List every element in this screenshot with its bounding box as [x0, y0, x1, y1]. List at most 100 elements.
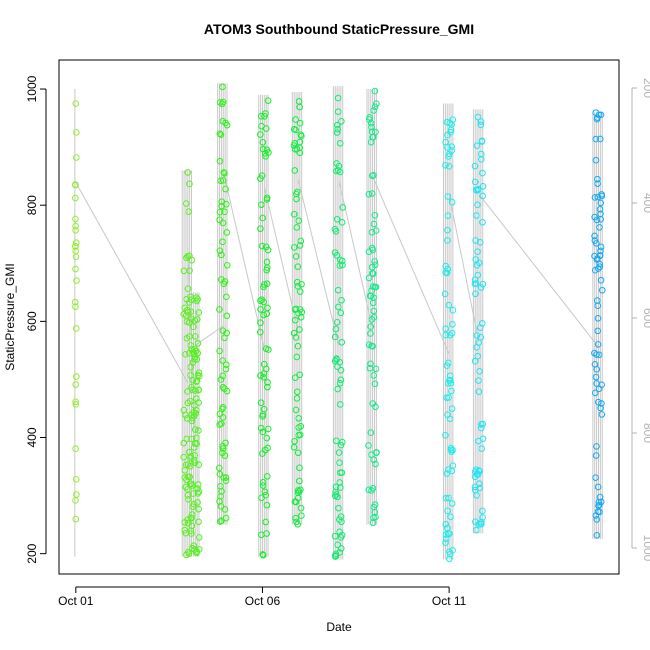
data-point — [446, 530, 453, 538]
data-point — [369, 400, 377, 407]
data-point — [72, 253, 80, 261]
data-point — [72, 401, 80, 408]
data-point — [220, 169, 228, 176]
data-point — [188, 514, 195, 522]
data-point — [180, 453, 188, 461]
data-point — [292, 126, 300, 134]
data-point — [336, 140, 344, 147]
data-point — [449, 446, 456, 454]
data-point — [474, 201, 481, 209]
data-point — [260, 360, 268, 368]
data-point — [477, 121, 485, 129]
data-point — [442, 331, 450, 339]
data-point — [479, 218, 486, 226]
data-point — [296, 119, 304, 127]
data-point — [449, 306, 457, 314]
data-point — [222, 477, 230, 485]
data-point — [257, 131, 264, 138]
data-point — [370, 503, 378, 511]
data-point — [446, 331, 454, 339]
data-point — [446, 415, 454, 423]
data-point — [72, 497, 79, 504]
data-point — [293, 188, 301, 196]
data-point — [262, 152, 269, 160]
data-point — [259, 214, 266, 222]
data-point — [332, 488, 339, 496]
data-point — [295, 414, 302, 422]
data-point — [72, 247, 79, 255]
data-point — [192, 410, 199, 417]
data-point — [592, 156, 600, 164]
data-point — [338, 438, 346, 446]
data-point — [263, 530, 270, 537]
data-point — [263, 501, 271, 509]
data-point — [263, 472, 271, 480]
data-point — [263, 280, 271, 287]
data-point — [471, 483, 479, 491]
data-point — [372, 513, 379, 521]
data-point — [293, 195, 300, 203]
data-point — [475, 388, 483, 395]
data-point — [365, 274, 373, 282]
data-point — [367, 360, 374, 368]
data-point — [365, 116, 373, 123]
data-point — [372, 227, 380, 234]
data-point — [184, 388, 191, 395]
data-point — [366, 292, 374, 300]
data-point — [190, 490, 197, 497]
data-point — [72, 194, 79, 202]
transit-line — [372, 175, 450, 355]
data-point — [442, 325, 450, 333]
data-point — [449, 320, 456, 328]
data-point — [372, 365, 380, 373]
data-point — [257, 306, 264, 313]
data-point — [222, 365, 230, 373]
data-point — [447, 379, 455, 387]
data-point — [477, 424, 485, 432]
data-point — [597, 135, 604, 143]
data-point — [598, 286, 606, 294]
data-point — [332, 325, 340, 333]
data-point — [72, 227, 79, 234]
data-point — [256, 328, 264, 336]
data-point — [335, 504, 342, 512]
data-point — [447, 444, 455, 452]
data-point — [182, 411, 189, 419]
transit-line — [222, 171, 265, 349]
data-point — [186, 473, 194, 481]
data-point — [371, 261, 379, 269]
data-point — [441, 290, 449, 298]
data-point — [258, 201, 265, 209]
data-point — [476, 368, 483, 375]
chart-title: ATOM3 Southbound StaticPressure_GMI — [204, 21, 474, 37]
data-point — [260, 283, 267, 291]
data-point — [473, 526, 480, 534]
data-point — [478, 320, 486, 327]
data-point — [294, 388, 301, 396]
data-point — [181, 466, 189, 474]
data-point — [336, 262, 344, 269]
data-point — [334, 286, 342, 294]
data-point — [184, 169, 192, 176]
data-point — [448, 387, 455, 395]
data-point — [336, 459, 343, 467]
data-point — [291, 139, 299, 147]
data-point — [257, 319, 264, 327]
data-point — [73, 129, 80, 136]
data-point — [294, 489, 302, 497]
data-point — [257, 297, 264, 305]
data-point — [442, 539, 449, 546]
data-point — [188, 256, 196, 264]
data-point — [292, 334, 300, 341]
data-point — [445, 494, 452, 502]
data-point — [222, 474, 230, 481]
data-point — [191, 333, 199, 340]
data-point — [223, 293, 230, 301]
data-point — [594, 314, 602, 322]
data-point — [473, 212, 480, 219]
data-point — [195, 518, 202, 526]
data-point — [473, 344, 480, 351]
data-point — [593, 443, 600, 450]
data-point — [335, 449, 343, 456]
data-point — [218, 202, 225, 210]
